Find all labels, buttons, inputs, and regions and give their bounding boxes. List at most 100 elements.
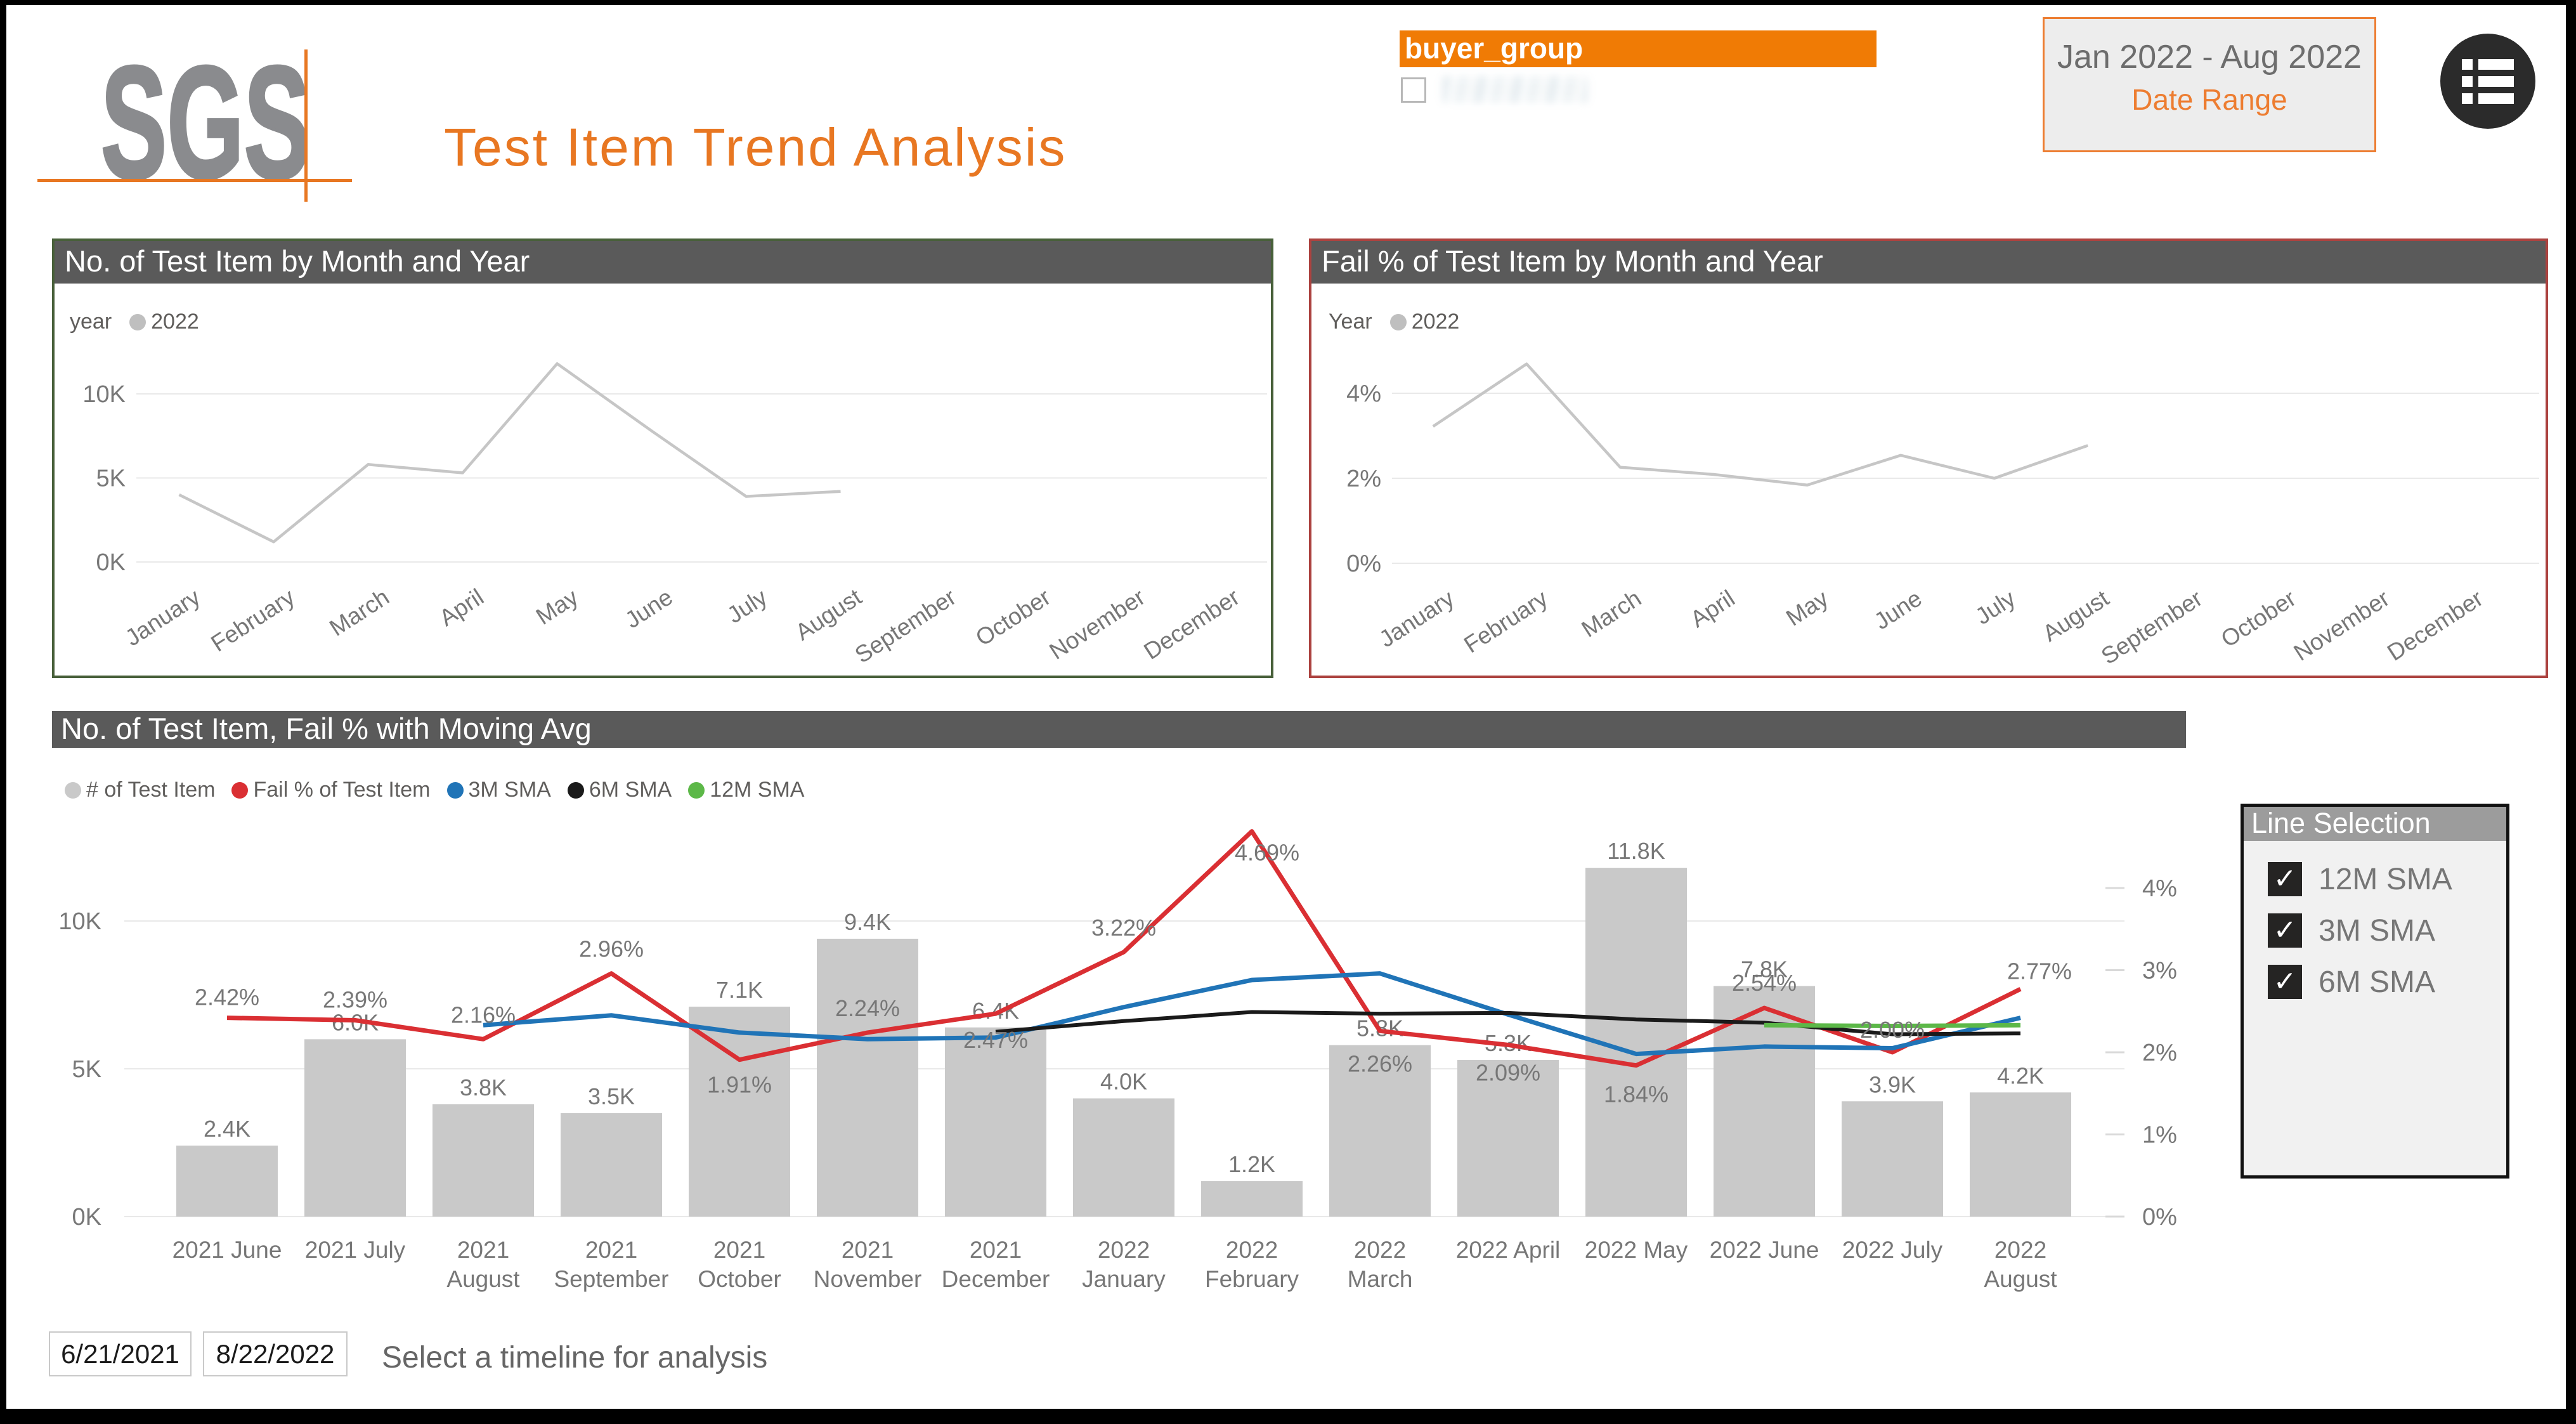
svg-text:7.8K: 7.8K [1741,957,1788,983]
svg-text:2022 May: 2022 May [1585,1237,1688,1263]
svg-text:2022 June: 2022 June [1710,1237,1819,1263]
sgs-logo-underline [37,179,352,182]
buyer-group-option-checkbox[interactable] [1401,77,1426,103]
timeline-start-date-input[interactable] [49,1331,192,1376]
svg-text:4.2K: 4.2K [1997,1062,2044,1088]
combo-legend-label: 12M SMA [710,778,805,802]
svg-text:2021: 2021 [457,1237,509,1263]
svg-text:June: June [1870,585,1927,634]
checkbox-checked-icon[interactable]: ✓ [2268,965,2302,999]
legend-2022-dot [1389,313,1407,330]
gridlines-and-y-axis: 0% 2% 4% [1346,381,2539,577]
svg-text:4.69%: 4.69% [1235,840,1299,866]
svg-text:November: November [814,1266,922,1292]
svg-text:2022: 2022 [1226,1237,1278,1263]
svg-text:2.54%: 2.54% [1732,970,1797,996]
svg-text:2.00%: 2.00% [1860,1017,1925,1043]
svg-text:October: October [698,1266,781,1292]
svg-text:April: April [1686,585,1739,632]
svg-text:December: December [1139,584,1244,664]
right-axis-percent: 0% 1% 2% 3% 4% [2105,875,2177,1231]
svg-text:9.4K: 9.4K [844,909,891,935]
combo-legend-dot [231,781,249,799]
line-selection-panel: Line Selection ✓ 12M SMA ✓ 3M SMA ✓ 6M SMA [2241,804,2509,1179]
svg-text:10K: 10K [58,908,101,935]
legend-year-label: year [70,310,112,334]
svg-text:February: February [206,584,299,656]
panel-b-legend: Year 2022 [1329,310,1459,334]
buyer-group-option-label-redacted[interactable] [1442,76,1588,103]
svg-text:August: August [446,1266,520,1292]
svg-text:April: April [434,584,488,631]
date-range-value: Jan 2022 - Aug 2022 [2057,39,2362,75]
svg-text:March: March [325,584,394,641]
list-menu-icon [2462,59,2514,104]
svg-text:November: November [1044,584,1149,664]
svg-text:3.8K: 3.8K [460,1075,507,1101]
svg-text:2021: 2021 [585,1237,637,1263]
x-axis-category-labels: 2021 June 2021 July 2021 August 2021 Septembe… [172,1237,2058,1292]
svg-text:2021: 2021 [842,1237,894,1263]
timeline-end-date-input[interactable] [203,1331,348,1376]
svg-text:2.09%: 2.09% [1476,1059,1540,1085]
bars-test-item-count: 2.4K6.0K3.8K 3.5K7.1K9.4K6.4K4.0K1.2K5.8K… [176,838,2071,1217]
svg-text:July: July [1971,585,2020,629]
svg-text:July: July [722,584,772,628]
svg-text:0%: 0% [1346,551,1381,577]
svg-text:2%: 2% [1346,466,1381,492]
x-axis-month-labels: January February March April May June July Augu… [120,584,1244,668]
combo-legend-label: 3M SMA [468,778,551,802]
date-range-box[interactable]: Jan 2022 - Aug 2022 Date Range [2043,17,2376,152]
legend-2022-value: 2022 [1411,310,1460,334]
svg-text:2021 July: 2021 July [305,1237,406,1263]
svg-text:4.0K: 4.0K [1100,1069,1147,1095]
svg-text:2022 April: 2022 April [1456,1237,1561,1263]
svg-text:10K: 10K [82,381,126,408]
date-range-label: Date Range [2131,83,2287,116]
combo-legend-label: # of Test Item [86,778,216,802]
line-selection-option-6m-sma[interactable]: ✓ 6M SMA [2268,964,2435,1000]
svg-text:11.8K: 11.8K [1607,838,1665,864]
svg-text:1%: 1% [2142,1122,2177,1149]
combo-legend: # of Test Item Fail % of Test Item 3M SMA 6… [65,778,804,802]
svg-text:January: January [120,584,205,651]
svg-text:3.22%: 3.22% [1091,915,1156,941]
svg-text:March: March [1577,585,1646,642]
legend-2022-value: 2022 [151,310,199,334]
combo-legend-dot [65,781,81,799]
series-line-fail-of-test-item [226,829,2022,1068]
svg-text:3.9K: 3.9K [1869,1071,1916,1097]
checkbox-checked-icon[interactable]: ✓ [2268,913,2302,948]
svg-text:2.26%: 2.26% [1348,1050,1412,1076]
svg-text:2.96%: 2.96% [579,936,644,962]
svg-text:2%: 2% [2142,1040,2177,1066]
line-selection-option-3m-sma[interactable]: ✓ 3M SMA [2268,913,2435,948]
svg-text:August: August [791,584,867,646]
svg-text:November: November [2289,585,2394,665]
svg-text:2.16%: 2.16% [451,1002,516,1028]
panel-test-item-header: No. of Test Item by Month and Year [55,241,1271,284]
svg-text:5K: 5K [72,1056,101,1083]
panel-test-item-by-month: No. of Test Item by Month and Year [52,238,1273,678]
checkbox-checked-icon[interactable]: ✓ [2268,862,2302,896]
menu-button[interactable] [2440,34,2535,129]
svg-text:2022: 2022 [1994,1237,2046,1263]
buyer-group-slicer-header[interactable]: buyer_group [1400,30,1877,67]
svg-text:December: December [942,1266,1050,1292]
svg-text:October: October [2216,585,2301,652]
panel-fail-pct-by-month: Fail % of Test Item by Month and Year [1309,238,2548,678]
combo-legend-label: 6M SMA [589,778,672,802]
sgs-logo-svg: SGS [100,32,312,214]
svg-text:February: February [1459,585,1552,658]
svg-text:September: September [554,1266,669,1292]
svg-text:January: January [1374,585,1459,652]
sgs-logo-text: SGS [101,34,310,212]
svg-text:February: February [1205,1266,1299,1292]
series-line-2022 [1432,362,2088,487]
line-selection-option-12m-sma[interactable]: ✓ 12M SMA [2268,861,2452,897]
combo-legend-dot [688,781,705,799]
series-line-3m-sma [483,971,2021,1057]
